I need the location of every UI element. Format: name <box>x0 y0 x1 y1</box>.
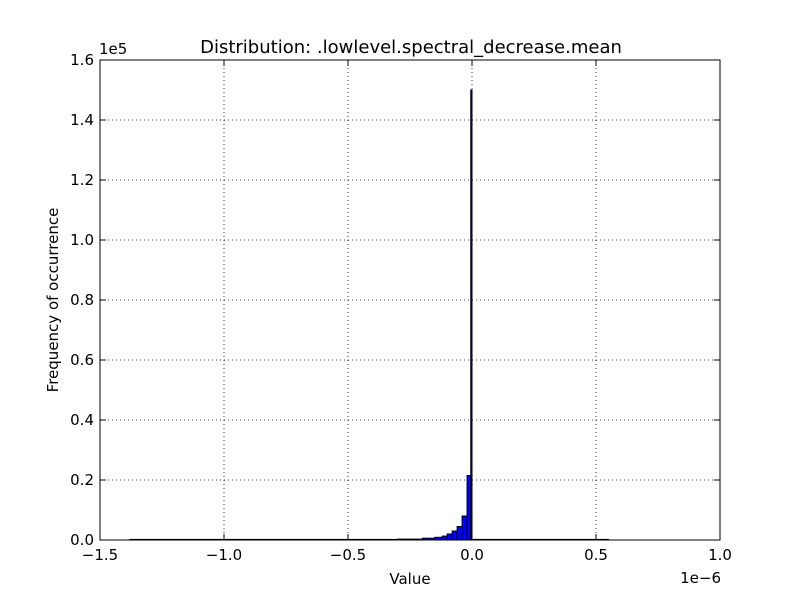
x-tick-label: 1.0 <box>708 546 732 564</box>
y-tick-label: 0.0 <box>70 531 94 549</box>
x-tick-label: −0.5 <box>330 546 366 564</box>
histogram-bar <box>446 533 453 541</box>
y-tick-label: 0.2 <box>70 471 94 489</box>
histogram-bar <box>441 535 448 541</box>
y-tick-label: 0.8 <box>70 291 94 309</box>
y-tick-label: 1.2 <box>70 171 94 189</box>
y-tick-label: 1.0 <box>70 231 94 249</box>
histogram-bar <box>451 530 458 541</box>
histogram-bar <box>456 526 463 541</box>
histogram-bar <box>461 515 468 541</box>
x-axis-ticks: −1.5 −1.0 −0.5 0.0 0.5 1.0 <box>82 60 732 564</box>
chart-title: Distribution: .lowlevel.spectral_decreas… <box>200 37 622 58</box>
grid-lines <box>100 60 720 540</box>
x-tick-label: 0.5 <box>584 546 608 564</box>
histogram-bar <box>470 89 473 541</box>
x-tick-label: −1.5 <box>82 546 118 564</box>
histogram-bar <box>466 475 472 541</box>
y-tick-label: 1.6 <box>70 51 94 69</box>
histogram-bars <box>129 89 609 541</box>
y-axis-offset-label: 1e5 <box>99 40 127 58</box>
x-tick-label: 0.0 <box>460 546 484 564</box>
y-tick-label: 1.4 <box>70 111 94 129</box>
y-tick-label: 0.6 <box>70 351 94 369</box>
y-axis-label: Frequency of occurrence <box>44 208 62 393</box>
y-tick-label: 0.4 <box>70 411 94 429</box>
y-axis-ticks: 0.0 0.2 0.4 0.6 0.8 1.0 1.2 1.4 1.6 <box>70 51 720 549</box>
x-tick-label: −1.0 <box>206 546 242 564</box>
x-axis-label: Value <box>389 570 430 588</box>
x-axis-offset-label: 1e−6 <box>680 569 721 587</box>
